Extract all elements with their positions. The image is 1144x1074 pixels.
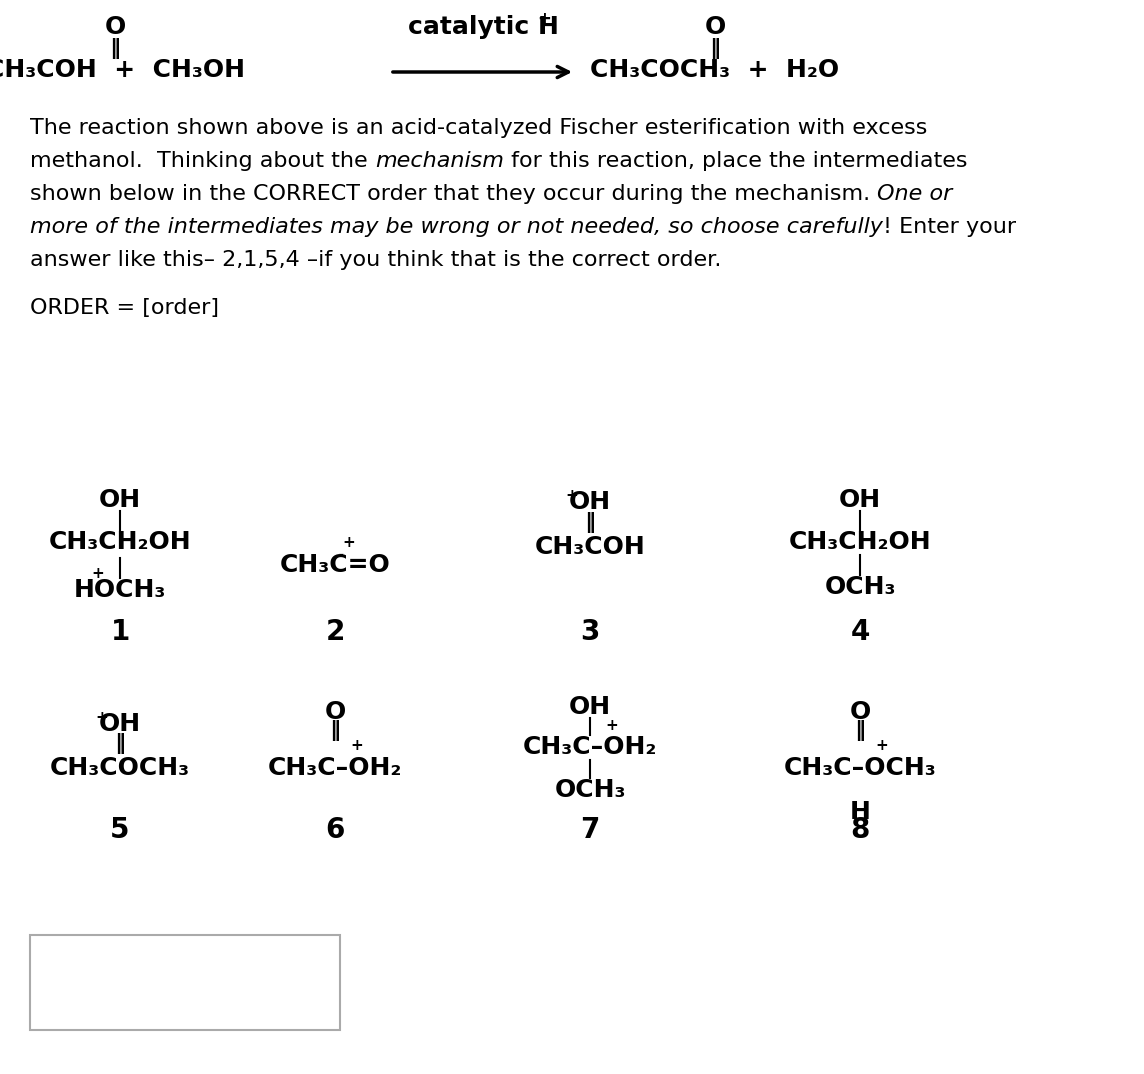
Text: 2: 2 [325, 618, 344, 645]
Text: more of the intermediates may be wrong or not needed, so choose carefully: more of the intermediates may be wrong o… [30, 217, 883, 237]
Text: OCH₃: OCH₃ [824, 575, 896, 599]
Text: O: O [849, 700, 871, 724]
Text: +: + [92, 566, 104, 581]
Text: OH: OH [98, 488, 141, 512]
Text: HOCH₃: HOCH₃ [74, 578, 166, 603]
Text: OH: OH [569, 695, 611, 719]
Text: CH₃CH₂OH: CH₃CH₂OH [49, 529, 191, 554]
Text: 3: 3 [580, 618, 599, 645]
Text: ‖: ‖ [855, 720, 866, 741]
Text: ‖: ‖ [585, 512, 596, 533]
Text: shown below in the CORRECT order that they occur during the mechanism.: shown below in the CORRECT order that th… [30, 184, 877, 204]
Text: CH₃CH₂OH: CH₃CH₂OH [788, 529, 931, 554]
Text: +: + [605, 719, 619, 732]
Text: CH₃COH: CH₃COH [534, 535, 645, 558]
FancyBboxPatch shape [30, 935, 340, 1030]
Text: +: + [350, 738, 364, 753]
Text: 4: 4 [850, 618, 869, 645]
Text: +: + [96, 710, 109, 725]
Text: methanol.  Thinking about the: methanol. Thinking about the [30, 151, 375, 171]
Text: CH₃COCH₃: CH₃COCH₃ [50, 756, 190, 780]
Text: +: + [565, 488, 579, 503]
Text: 7: 7 [580, 816, 599, 844]
Text: OCH₃: OCH₃ [554, 778, 626, 802]
Text: ‖: ‖ [110, 38, 120, 59]
Text: +: + [342, 535, 356, 550]
Text: catalytic H: catalytic H [407, 15, 558, 39]
Text: The reaction shown above is an acid-catalyzed Fischer esterification with excess: The reaction shown above is an acid-cata… [30, 118, 928, 137]
Text: ‖: ‖ [114, 732, 126, 754]
Text: O: O [325, 700, 345, 724]
Text: OH: OH [98, 712, 141, 736]
Text: O: O [705, 15, 725, 39]
Text: 1: 1 [110, 618, 129, 645]
Text: mechanism: mechanism [375, 151, 503, 171]
Text: CH₃Ċ=O: CH₃Ċ=O [279, 553, 390, 577]
Text: CH₃C–OH₂: CH₃C–OH₂ [523, 735, 657, 759]
Text: +: + [875, 738, 889, 753]
Text: CH₃COCH₃  +  H₂O: CH₃COCH₃ + H₂O [590, 58, 840, 82]
Text: for this reaction, place the intermediates: for this reaction, place the intermediat… [503, 151, 967, 171]
Text: ! Enter your: ! Enter your [883, 217, 1016, 237]
Text: methanol.  Thinking about the: methanol. Thinking about the [30, 151, 375, 171]
Text: OH: OH [569, 490, 611, 514]
Text: One or: One or [877, 184, 953, 204]
Text: ORDER = [order]: ORDER = [order] [30, 297, 219, 318]
Text: ‖: ‖ [709, 38, 721, 59]
Text: CH₃C–OCH₃: CH₃C–OCH₃ [784, 756, 937, 780]
Text: answer like this– 2,1,5,4 –if you think that is the correct order.: answer like this– 2,1,5,4 –if you think … [30, 250, 722, 270]
Text: CH₃C–OH₂: CH₃C–OH₂ [268, 756, 403, 780]
Text: OH: OH [839, 488, 881, 512]
Text: H: H [850, 800, 871, 824]
Text: 8: 8 [850, 816, 869, 844]
Text: +: + [537, 10, 551, 28]
Text: CH₃COH  +  CH₃OH: CH₃COH + CH₃OH [0, 58, 245, 82]
Text: O: O [104, 15, 126, 39]
Text: 5: 5 [110, 816, 129, 844]
Text: 6: 6 [325, 816, 344, 844]
Text: ‖: ‖ [329, 720, 341, 741]
